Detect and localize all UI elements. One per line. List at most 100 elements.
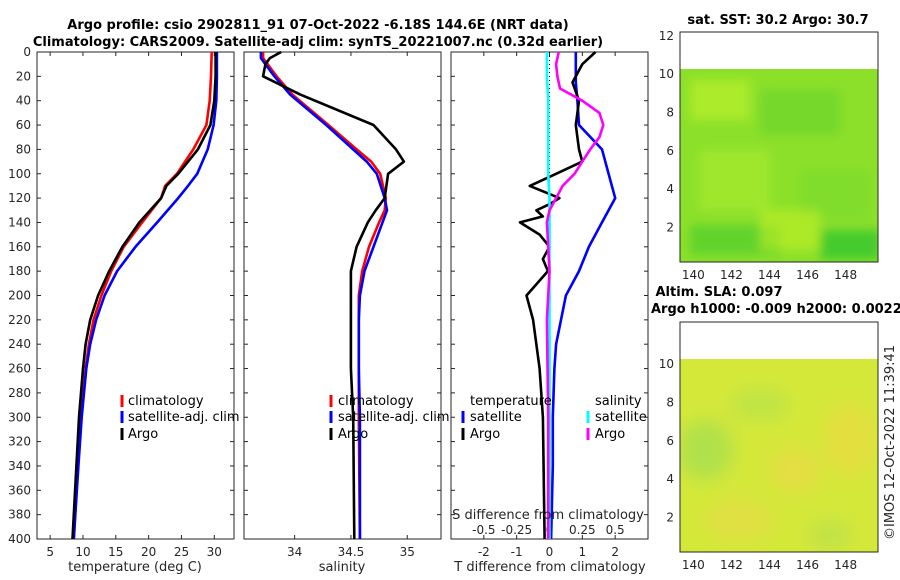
map-y-tick-label: 10 [659,357,674,371]
depth-tick-label: 400 [8,532,31,546]
difference-line-temperature-argo [518,51,597,540]
temperature-line-argo [71,52,217,540]
imos-credit: ©IMOS 12-Oct-2022 11:39:41 [883,345,898,540]
sla-no-data-band [680,322,878,359]
legend-label-climatology: climatology [128,394,204,409]
salinity-legend: climatology satellite-adj. clim Argo [329,394,450,442]
x-tick-label: 1 [579,545,587,559]
difference-line-salinity-satellite [545,52,551,539]
depth-tick-label: 220 [8,313,31,327]
temperature-line-climatology [72,51,213,540]
depth-tick-label: 260 [8,362,31,376]
x-tick-label: 5 [46,545,54,559]
sla-map-title: Altim. SLA: 0.097 [656,285,783,300]
legend-label-s-argo: Argo [595,427,625,442]
temperature-plot-frame [36,51,235,540]
sst-map-title: sat. SST: 30.2 Argo: 30.7 [687,13,868,28]
depth-tick-label: 240 [8,337,31,351]
map-y-tick-label: 10 [659,67,674,81]
s-tick-label: 0.5 [606,523,625,537]
map-y-tick-label: 8 [666,396,674,410]
x-tick-label: 35 [400,545,415,559]
legend-label-satellite: satellite-adj. clim [128,410,240,425]
depth-tick-label: 320 [8,435,31,449]
map-y-tick-label: 2 [666,221,674,235]
map-y-tick-label: 4 [666,472,674,486]
sst-map [680,32,878,262]
sla-field-patches [680,389,876,550]
map-y-tick-label: 8 [666,106,674,120]
depth-tick-label: 200 [8,289,31,303]
legend-label-satellite: satellite-adj. clim [338,410,450,425]
legend-label-climatology: climatology [338,394,414,409]
map-x-tick-label: 142 [720,268,743,282]
depth-tick-label: 60 [16,118,31,132]
x-tick-label: 25 [174,545,189,559]
map-x-tick-label: 140 [682,558,705,572]
map-y-tick-label: 6 [666,434,674,448]
depth-tick-label: 300 [8,410,31,424]
x-tick-label: 34 [287,545,302,559]
map-x-tick-label: 144 [758,268,781,282]
map-x-tick-label: 148 [834,558,857,572]
depth-tick-label: 100 [8,167,31,181]
depth-tick-label: 80 [16,142,31,156]
x-tick-label: 30 [207,545,222,559]
x-tick-label: -1 [511,545,523,559]
depth-tick-label: 140 [8,215,31,229]
figure-title-line2: Climatology: CARS2009. Satellite-adj cli… [33,35,603,50]
x-tick-label: 20 [141,545,156,559]
map-y-tick-label: 4 [666,182,674,196]
map-y-tick-label: 2 [666,511,674,525]
x-tick-label: -2 [478,545,490,559]
depth-tick-label: 160 [8,240,31,254]
depth-tick-label: 180 [8,264,31,278]
legend-title-salinity: salinity [595,394,642,409]
x-tick-label: 0 [546,545,554,559]
map-x-tick-label: 146 [796,558,819,572]
depth-tick-label: 280 [8,386,31,400]
legend-label-t-satellite: satellite [470,410,522,425]
legend-label-argo: Argo [128,427,158,442]
map-x-tick-label: 142 [720,558,743,572]
legend-title-temperature: temperature [470,394,552,409]
map-x-tick-label: 148 [834,268,857,282]
depth-tick-label: 0 [23,45,31,59]
map-x-tick-label: 144 [758,558,781,572]
s-tick-label: 0.25 [569,523,596,537]
x-tick-label: 15 [108,545,123,559]
sla-map-subtitle: Argo h1000: -0.009 h2000: 0.0022 [651,302,900,317]
sla-map-frame [679,321,879,553]
salinity-line-satellite-adj-clim [259,52,389,539]
salinity-plot-frame [243,51,442,540]
s-difference-axis-label: S difference from climatology [452,508,644,523]
temperature-axis-label: temperature (deg C) [68,560,202,575]
t-difference-axis-label: T difference from climatology [453,560,646,575]
depth-tick-label: 360 [8,483,31,497]
difference-line-temperature-satellite [549,52,617,540]
sst-no-data-band [680,32,878,69]
s-tick-label: -0.25 [501,523,532,537]
map-y-tick-label: 12 [659,29,674,43]
salinity-axis-label: salinity [319,560,366,575]
map-y-tick-label: 6 [666,144,674,158]
depth-tick-label: 380 [8,508,31,522]
map-x-tick-label: 140 [682,268,705,282]
x-tick-label: 34.5 [338,545,365,559]
x-tick-label: 10 [75,545,90,559]
sst-map-frame [679,31,879,263]
difference-line-salinity-argo [545,51,605,539]
temperature-legend: climatology satellite-adj. clim Argo [120,394,240,442]
legend-label-argo: Argo [338,427,368,442]
temperature-line-satellite-adj-clim [72,52,219,540]
difference-legend: temperature satellite Argo salinity sate… [461,394,647,442]
legend-label-s-satellite: satellite [595,410,647,425]
depth-tick-label: 340 [8,459,31,473]
depth-tick-label: 120 [8,191,31,205]
salinity-line-argo [261,50,406,540]
s-tick-label: -0.5 [472,523,495,537]
sla-map [680,322,878,552]
sst-field-patches [690,80,878,260]
x-tick-label: 2 [611,545,619,559]
